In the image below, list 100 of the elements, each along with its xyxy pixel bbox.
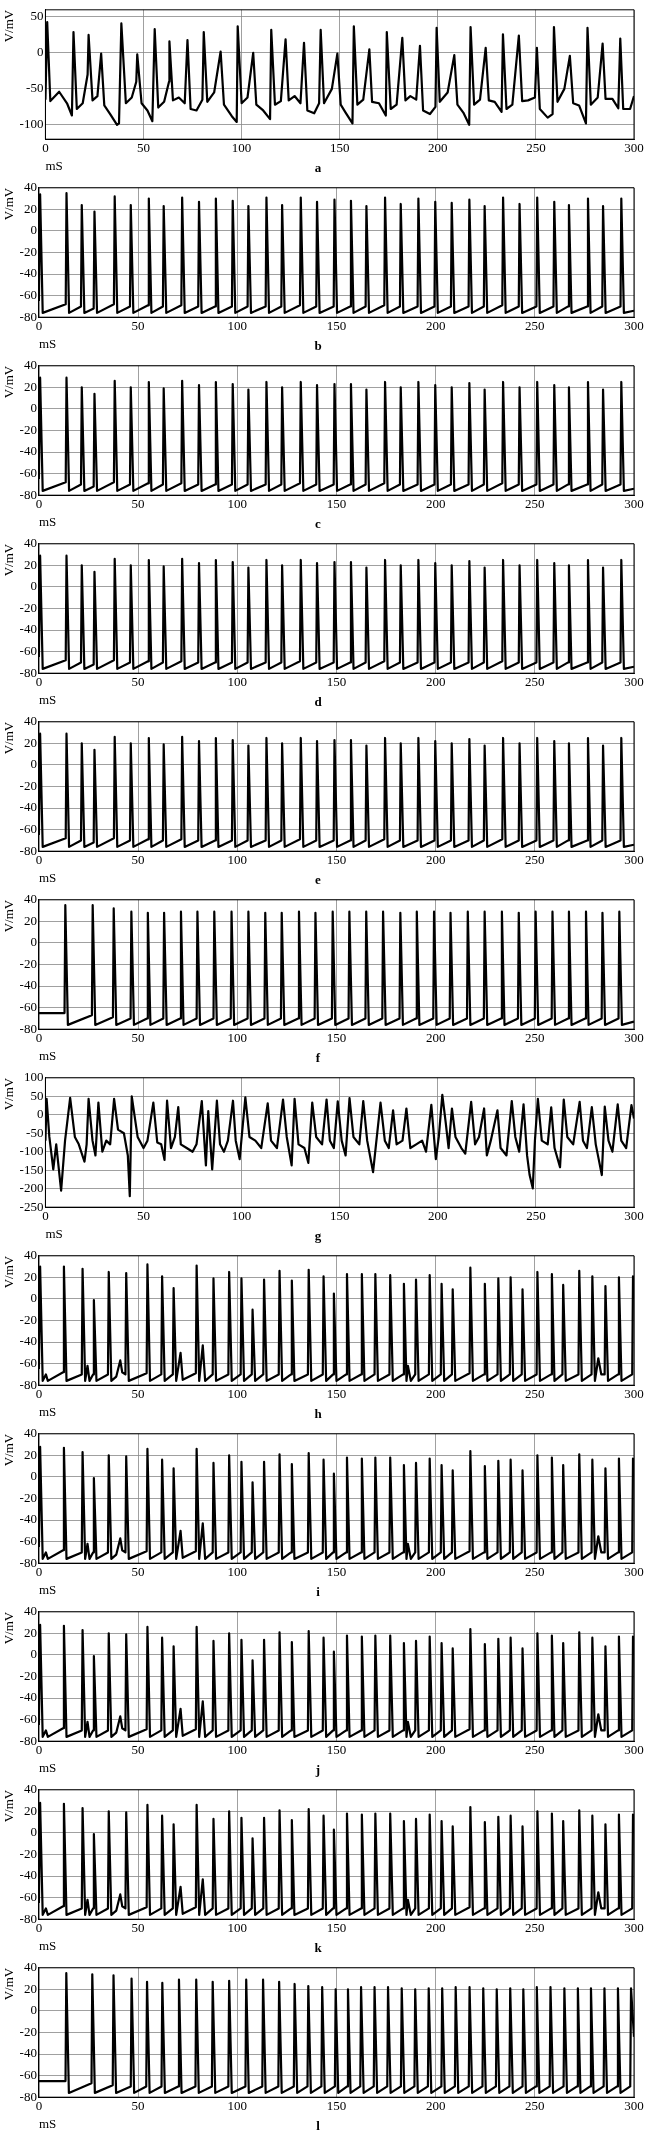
y-tick-label: -20: [19, 1311, 37, 1327]
x-tick-label: 300: [624, 2098, 644, 2114]
x-tick-label: 50: [137, 140, 151, 156]
y-tick-label: 40: [23, 1959, 37, 1975]
x-axis-title: mS: [38, 692, 57, 708]
y-tick-label: -20: [19, 955, 37, 971]
x-tick-label: 50: [131, 318, 145, 334]
y-axis-title: V/mV: [1, 9, 17, 43]
y-axis-title: V/mV: [1, 1967, 17, 2001]
x-tick-label: 300: [624, 1208, 644, 1224]
text: e: [315, 871, 322, 887]
x-axis-title: mS: [45, 158, 63, 174]
y-tick-label: -20: [19, 777, 37, 793]
y-tick-label: 0: [30, 1468, 37, 1484]
y-tick-label: -20: [19, 1845, 37, 1861]
y-tick-label: -250: [19, 1198, 44, 1214]
x-tick-label: 200: [425, 674, 446, 690]
y-axis-title: V/mV: [1, 721, 17, 755]
y-tick-label: 0: [30, 1646, 37, 1662]
y-tick-label: -80: [19, 1020, 37, 1036]
x-tick-label: 50: [131, 1742, 145, 1758]
x-tick-label: 50: [131, 1030, 145, 1046]
x-tick-label: 50: [131, 2098, 145, 2114]
y-tick-label: -80: [19, 2088, 37, 2104]
text: b: [314, 337, 322, 353]
y-tick-label: -40: [19, 443, 37, 459]
y-tick-label: 50: [30, 8, 44, 24]
y-tick-label: 40: [23, 1781, 37, 1797]
y-tick-label: -40: [19, 977, 37, 993]
x-tick-label: 100: [227, 1564, 248, 1580]
x-tick-label: 250: [525, 1564, 545, 1580]
x-axis-title: mS: [38, 336, 57, 352]
y-tick-label: 20: [23, 1802, 37, 1818]
y-axis-title: V/mV: [1, 899, 17, 933]
x-tick-label: 100: [227, 1920, 248, 1936]
y-tick-label: 0: [30, 756, 37, 772]
x-tick-label: 200: [428, 140, 448, 156]
y-tick-label: 0: [30, 1824, 37, 1840]
text: i: [316, 1583, 321, 1599]
y-tick-label: -20: [19, 1667, 37, 1683]
y-tick-label: -50: [26, 1124, 44, 1140]
x-tick-label: 250: [525, 852, 545, 868]
x-tick-label: 200: [425, 1030, 446, 1046]
y-tick-label: 40: [23, 535, 37, 551]
x-tick-label: 250: [525, 318, 545, 334]
x-tick-label: 150: [329, 140, 350, 156]
y-tick-label: -150: [19, 1161, 44, 1177]
y-tick-label: 40: [23, 1603, 37, 1619]
x-tick-label: 100: [227, 674, 248, 690]
x-tick-label: 150: [326, 1920, 347, 1936]
x-axis-title: mS: [38, 1938, 57, 1954]
y-tick-label: -50: [26, 80, 44, 96]
y-tick-label: 0: [30, 934, 37, 950]
y-tick-label: 20: [23, 1624, 37, 1640]
x-tick-label: 250: [526, 1208, 546, 1224]
y-tick-label: 20: [23, 734, 37, 750]
x-axis-title: mS: [38, 1582, 57, 1598]
y-tick-label: 0: [30, 1290, 37, 1306]
y-tick-label: 0: [30, 2002, 37, 2018]
y-tick-label: -40: [19, 799, 37, 815]
x-tick-label: 150: [326, 852, 347, 868]
x-tick-label: 50: [131, 852, 145, 868]
text: g: [314, 1227, 322, 1243]
y-tick-label: 20: [23, 378, 37, 394]
y-tick-label: -20: [19, 1489, 37, 1505]
y-tick-label: -100: [19, 116, 44, 132]
x-tick-label: 50: [131, 674, 145, 690]
text: l: [316, 2117, 321, 2133]
x-tick-label: 300: [624, 1564, 644, 1580]
x-tick-label: 300: [624, 1920, 644, 1936]
y-tick-label: -40: [19, 1689, 37, 1705]
x-tick-label: 200: [425, 1742, 446, 1758]
x-tick-label: 100: [231, 140, 252, 156]
x-tick-label: 150: [326, 1386, 347, 1402]
x-axis-title: mS: [38, 2116, 57, 2132]
x-tick-label: 300: [624, 496, 644, 512]
x-tick-label: 100: [227, 318, 248, 334]
y-tick-label: -20: [19, 2023, 37, 2039]
x-tick-label: 50: [131, 1564, 145, 1580]
y-tick-label: 40: [23, 179, 37, 195]
y-tick-label: 20: [23, 556, 37, 572]
x-tick-label: 200: [428, 1208, 448, 1224]
y-tick-label: -80: [19, 1554, 37, 1570]
x-tick-label: 250: [525, 1386, 545, 1402]
y-tick-label: 0: [30, 578, 37, 594]
x-tick-label: 250: [525, 1742, 545, 1758]
y-axis-title: V/mV: [1, 187, 17, 221]
x-tick-label: 300: [624, 1030, 644, 1046]
y-axis-title: V/mV: [1, 1611, 17, 1645]
x-axis-title: mS: [38, 1760, 57, 1776]
y-tick-label: -60: [19, 999, 37, 1015]
x-tick-label: 150: [326, 318, 347, 334]
x-tick-label: 300: [624, 1742, 644, 1758]
y-tick-label: 20: [23, 200, 37, 216]
y-tick-label: -80: [19, 1376, 37, 1392]
x-tick-label: 200: [425, 2098, 446, 2114]
text: a: [314, 159, 322, 175]
text: d: [314, 693, 323, 709]
y-tick-label: -60: [19, 1533, 37, 1549]
y-tick-label: -40: [19, 2045, 37, 2061]
